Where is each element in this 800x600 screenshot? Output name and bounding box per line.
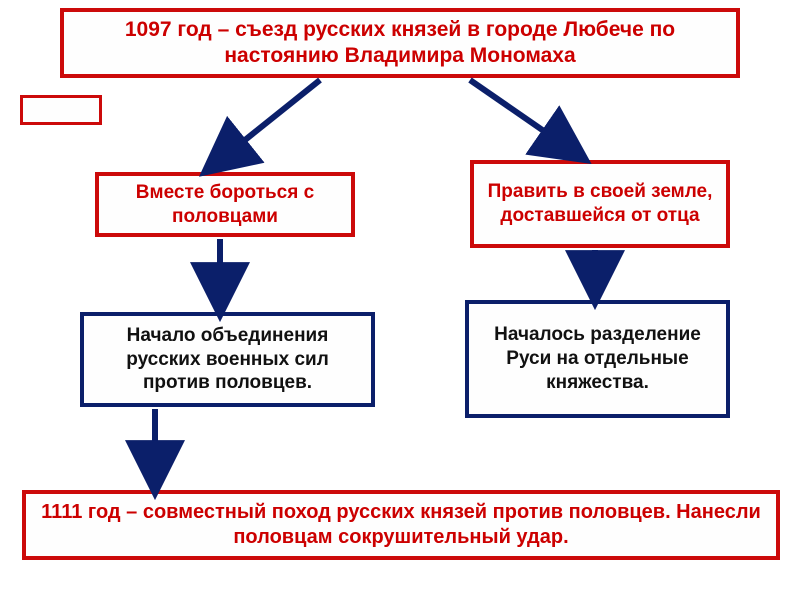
- left-consequence-text: Начало объединения русских военных сил п…: [94, 324, 361, 395]
- right-consequence-box: Началось разделение Руси на отдельные кн…: [465, 300, 730, 418]
- right-decision-box: Править в своей земле, доставшейся от от…: [470, 160, 730, 248]
- right-consequence-text: Началось разделение Руси на отдельные кн…: [479, 323, 716, 394]
- bottom-result-box: 1111 год – совместный поход русских княз…: [22, 490, 780, 560]
- arrow-1: [470, 80, 572, 150]
- left-decision-text: Вместе бороться с половцами: [109, 181, 341, 229]
- left-consequence-box: Начало объединения русских военных сил п…: [80, 312, 375, 407]
- bottom-result-text: 1111 год – совместный поход русских княз…: [36, 500, 766, 550]
- small-empty-box: [20, 95, 102, 125]
- left-decision-box: Вместе бороться с половцами: [95, 172, 355, 237]
- arrow-0: [218, 80, 320, 162]
- title-text: 1097 год – съезд русских князей в городе…: [74, 17, 726, 70]
- title-box: 1097 год – съезд русских князей в городе…: [60, 8, 740, 78]
- right-decision-text: Править в своей земле, доставшейся от от…: [484, 180, 716, 228]
